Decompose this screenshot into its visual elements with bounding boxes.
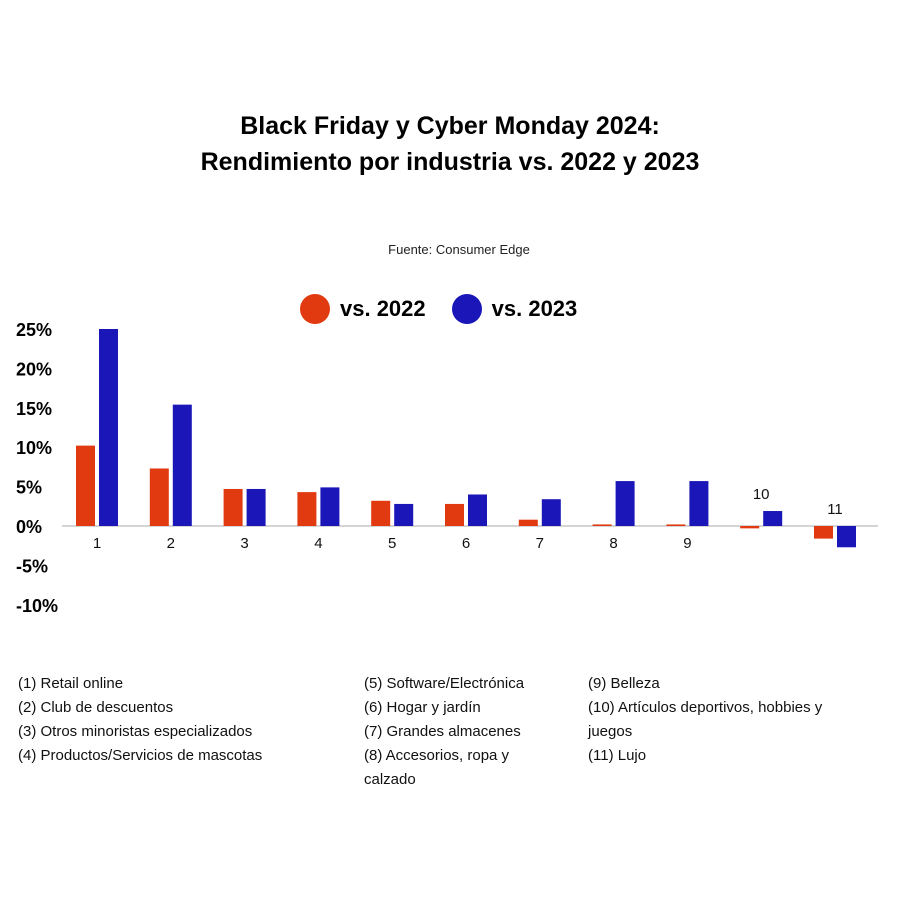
footnotes-column-2: (5) Software/Electrónica (6) Hogar y jar… [364,672,564,792]
y-tick-label: 10% [16,438,52,458]
footnote-item: (7) Grandes almacenes [364,723,521,740]
bar-vs-2023 [172,404,192,526]
category-label: 4 [314,535,322,552]
footnote-item: (6) Hogar y jardín [364,699,481,716]
y-tick-label: -5% [16,556,48,576]
y-tick-label: 20% [16,359,52,379]
footnote-item: (4) Productos/Servicios de mascotas [18,747,263,764]
category-label: 5 [388,535,396,552]
chart-title: Black Friday y Cyber Monday 2024: Rendim… [0,108,900,180]
category-label: 11 [827,501,843,518]
bar-vs-2022 [223,488,243,526]
category-label: 7 [536,535,544,552]
y-tick-label: 25% [16,320,52,340]
footnote-item: (2) Club de descuentos [18,699,174,716]
bar-vs-2022 [371,500,391,526]
footnote-item: (3) Otros minoristas especializados [18,723,253,740]
bar-vs-2022 [740,526,760,529]
legend-label-2022: vs. 2022 [340,296,426,321]
bar-vs-2023 [99,329,118,526]
legend-label-2023: vs. 2023 [491,296,578,321]
bar-vs-2022 [297,492,317,526]
footnote-item: (10) Artículos deportivos, hobbies y jue… [588,699,823,740]
bar-vs-2023 [468,494,487,526]
source-note: Fuente: Consumer Edge [388,242,530,257]
chart-title-line1: Black Friday y Cyber Monday 2024: [240,112,660,140]
legend: vs. 2022 vs. 2023 [300,292,603,326]
y-tick-label: 15% [16,399,52,419]
legend-swatch-2022 [300,294,330,324]
category-label: 3 [240,535,248,552]
footnote-item: (9) Belleza [588,675,660,692]
category-label: 2 [167,535,175,552]
y-tick-label: -10% [16,596,58,616]
bar-vs-2023 [246,488,266,526]
bar-vs-2022 [592,524,612,526]
bar-vs-2023 [615,481,635,526]
bar-vs-2023 [837,526,856,548]
footnote-item: (5) Software/Electrónica [364,675,525,692]
category-label: 8 [609,535,617,552]
bar-vs-2023 [763,511,783,526]
bar-vs-2022 [814,526,833,539]
footnote-item: (11) Lujo [588,747,647,764]
bar-vs-2023 [320,487,340,526]
bar-vs-2023 [394,503,414,526]
bar-vs-2022 [76,445,95,526]
footnotes-column-3: (9) Belleza (10) Artículos deportivos, h… [588,672,868,768]
bar-vs-2023 [689,481,709,526]
category-label: 6 [462,535,470,552]
bar-vs-2022 [445,503,464,526]
bar-vs-2022 [666,524,686,526]
y-tick-label: 0% [16,517,42,537]
footnote-item: (1) Retail online [18,675,124,692]
legend-item-2023: vs. 2023 [451,294,578,324]
bar-vs-2022 [149,468,169,526]
footnotes-column-1: (1) Retail online (2) Club de descuentos… [18,672,348,768]
y-tick-label: 5% [16,478,42,498]
category-label: 9 [683,535,691,552]
category-label: 1 [93,535,101,552]
legend-swatch-2023 [451,294,482,324]
chart-title-line2: Rendimiento por industria vs. 2022 y 202… [200,148,700,176]
legend-item-2022: vs. 2022 [300,294,426,324]
bar-vs-2023 [541,499,561,526]
footnote-item: (8) Accesorios, ropa y calzado [364,747,510,788]
bar-vs-2022 [518,519,538,526]
category-label: 10 [753,486,770,503]
